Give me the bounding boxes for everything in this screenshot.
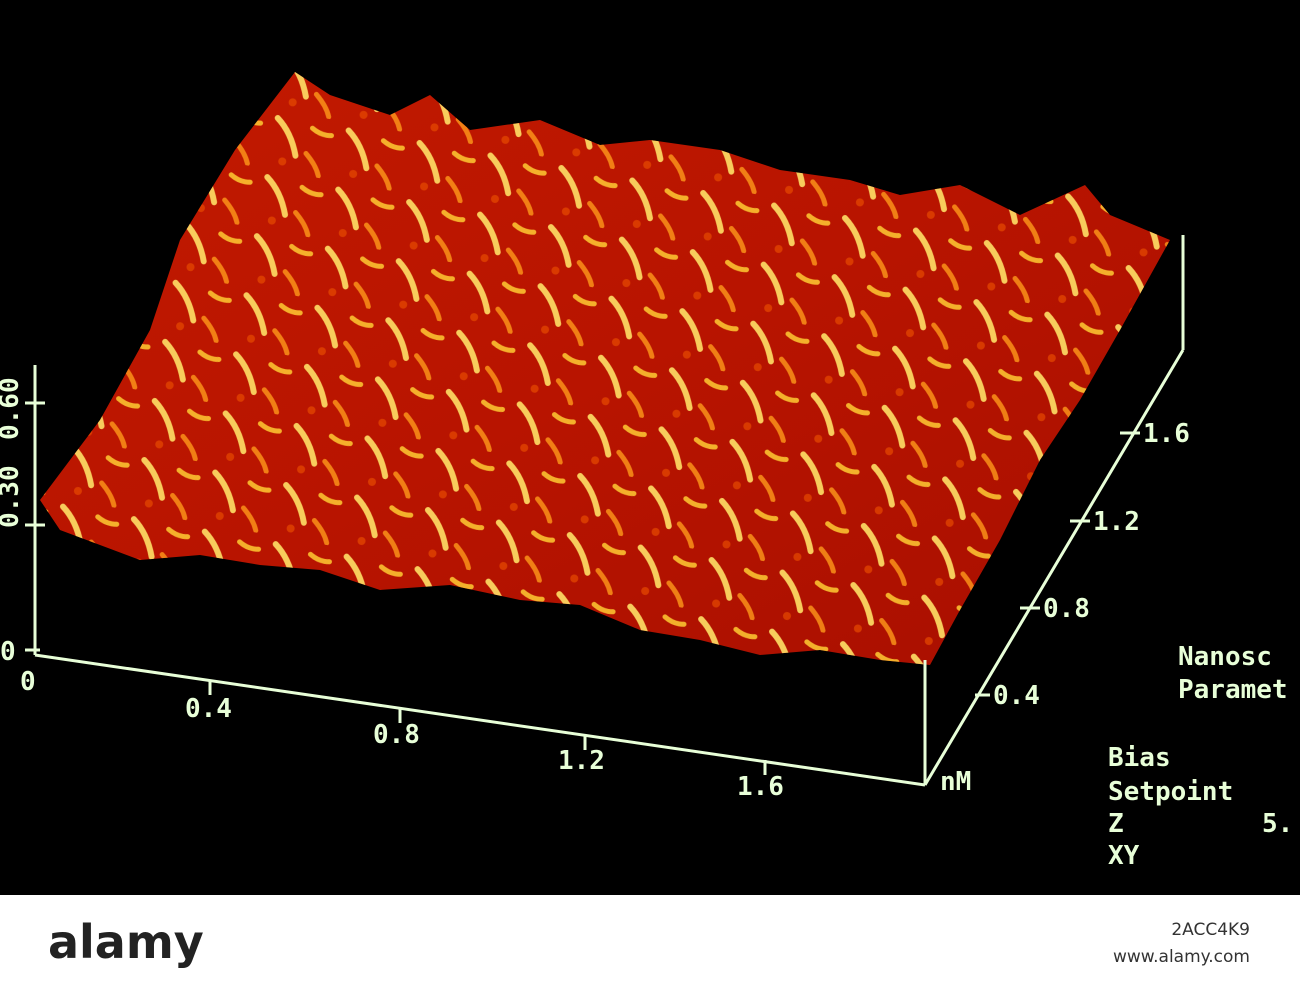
panel-row: Bias xyxy=(1108,743,1171,773)
x-tick-label: 1.6 xyxy=(737,772,784,802)
x-tick-label: 0.4 xyxy=(185,694,232,724)
watermark-strip xyxy=(0,895,1300,983)
panel-row: XY xyxy=(1108,841,1140,871)
x-unit: nM xyxy=(940,767,971,797)
panel-value: 5. xyxy=(1262,809,1293,839)
image-id: 2ACC4K9 xyxy=(1171,920,1250,940)
z-tick-label: 0 xyxy=(0,637,16,667)
tick-marks xyxy=(25,401,1140,775)
z-tick-label: 0.60 xyxy=(0,377,25,440)
panel-row: Z xyxy=(1108,809,1124,839)
surface-texture xyxy=(40,72,1170,665)
x-tick-label: 0.8 xyxy=(373,720,420,750)
watermark-logo: alamy xyxy=(48,915,204,969)
panel-title: Nanosc xyxy=(1178,642,1272,672)
panel-row: Setpoint xyxy=(1108,777,1233,807)
y-tick-label: 0.8 xyxy=(1043,594,1090,624)
watermark-site: www.alamy.com xyxy=(1113,947,1250,967)
z-tick-label: 0.30 xyxy=(0,465,25,528)
y-tick-label: 1.2 xyxy=(1093,507,1140,537)
y-tick-label: 1.6 xyxy=(1143,419,1190,449)
x-tick-label: 0 xyxy=(20,667,36,697)
x-tick-label: 1.2 xyxy=(558,746,605,776)
panel-title: Paramet xyxy=(1178,675,1288,705)
y-axis xyxy=(923,349,1185,786)
x-axis xyxy=(34,653,926,787)
y-tick-label: 0.4 xyxy=(993,681,1040,711)
